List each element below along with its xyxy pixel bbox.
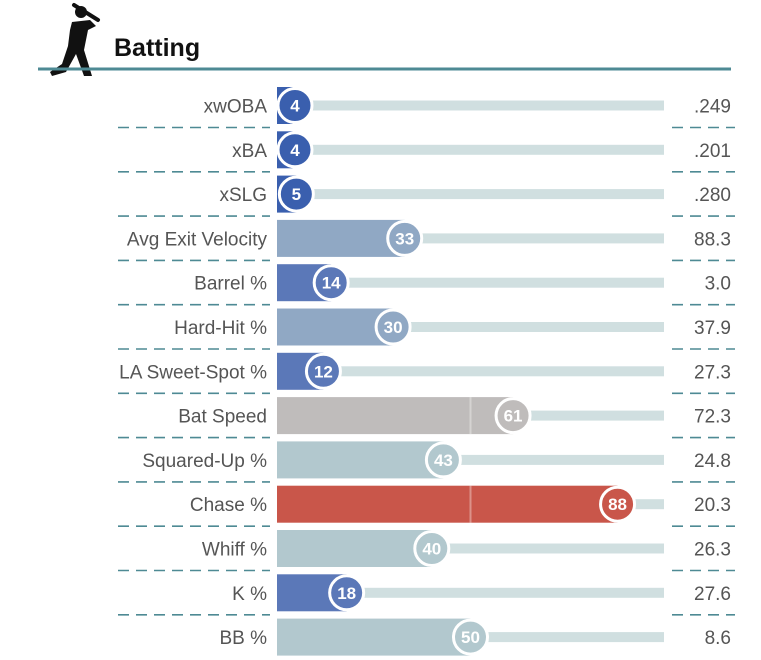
percentile-label: 40 [422, 540, 441, 559]
metric-row: 43 Squared-Up % 24.8 [118, 441, 735, 483]
metric-value: 72.3 [694, 407, 731, 428]
metric-row: 4 xBA .201 [118, 131, 735, 173]
metric-row: 40 Whiff % 26.3 [118, 530, 735, 572]
midline-marker [469, 397, 472, 435]
percentile-marker [328, 574, 366, 612]
percentile-marker [304, 352, 342, 390]
percentile-bar [277, 618, 471, 656]
track-bar [277, 587, 664, 598]
percentile-bar [277, 530, 432, 567]
percentile-marker [277, 175, 315, 213]
metric-label: xwOBA [204, 97, 268, 118]
metric-value: 8.6 [705, 628, 731, 649]
percentile-marker [424, 441, 462, 479]
metric-label: Chase % [190, 495, 267, 516]
percentile-marker [276, 87, 314, 124]
percentile-label: 4 [290, 141, 300, 160]
metric-value: .201 [694, 141, 731, 162]
percentile-marker [386, 219, 424, 257]
metric-value: .249 [694, 97, 731, 118]
metric-row: 61 Bat Speed 72.3 [118, 397, 735, 439]
metric-value: 26.3 [694, 540, 731, 561]
metric-value: 20.3 [694, 495, 731, 516]
metric-label: Bat Speed [178, 407, 267, 428]
track-bar [277, 543, 664, 554]
metric-label: Barrel % [194, 274, 267, 295]
percentile-bar [277, 441, 444, 479]
metric-row: 88 Chase % 20.3 [118, 485, 735, 528]
metric-row: 12 LA Sweet-Spot % 27.3 [118, 352, 735, 395]
metric-value: 24.8 [694, 451, 731, 472]
metric-value: 27.3 [694, 362, 731, 383]
metric-label: Squared-Up % [142, 451, 267, 472]
metric-value: 27.6 [694, 584, 731, 605]
percentile-marker [452, 618, 489, 656]
percentile-marker [312, 264, 350, 302]
percentile-bar [277, 308, 394, 346]
metric-value: .280 [694, 185, 731, 206]
metric-label: Hard-Hit % [174, 318, 267, 339]
metric-row: 33 Avg Exit Velocity 88.3 [118, 219, 735, 262]
metric-label: Avg Exit Velocity [127, 229, 268, 250]
metric-value: 37.9 [694, 318, 731, 339]
track-bar [277, 100, 664, 111]
percentile-label: 5 [292, 185, 301, 204]
chart-title: Batting [114, 34, 200, 62]
percentile-label: 18 [337, 584, 356, 603]
percentile-marker [599, 485, 637, 523]
metric-value: 3.0 [705, 274, 731, 295]
metric-rows: 4 xwOBA .249 4 xBA .201 5 xSLG .280 33 Avg Exit Ve… [118, 87, 735, 656]
track-bar [277, 322, 664, 332]
percentile-marker [494, 397, 532, 435]
percentile-bar [277, 397, 514, 435]
metric-label: xSLG [219, 185, 267, 206]
track-bar [277, 233, 664, 244]
percentile-marker [276, 131, 314, 169]
metric-label: BB % [219, 628, 267, 649]
percentile-marker [413, 530, 451, 567]
chart-header: Batting [38, 3, 731, 76]
metric-row: 50 BB % 8.6 [219, 618, 731, 656]
track-bar [277, 366, 664, 377]
track-bar [277, 277, 664, 288]
baseball-batter-icon [50, 3, 100, 76]
metric-row: 4 xwOBA .249 [118, 87, 735, 129]
percentile-label: 61 [504, 407, 523, 426]
metric-label: LA Sweet-Spot % [119, 362, 267, 383]
percentile-bar [277, 219, 405, 257]
percentile-bar [277, 485, 618, 523]
metric-row: 18 K % 27.6 [118, 574, 735, 616]
metric-row: 5 xSLG .280 [118, 175, 735, 217]
track-bar [277, 454, 664, 465]
percentile-label: 33 [395, 229, 414, 248]
percentile-label: 30 [384, 318, 403, 337]
percentile-label: 14 [322, 274, 341, 293]
metric-label: K % [232, 584, 267, 605]
percentile-label: 43 [434, 451, 453, 470]
percentile-marker [374, 308, 412, 346]
percentile-label: 12 [314, 362, 333, 381]
metric-label: Whiff % [202, 540, 267, 561]
track-bar [277, 189, 664, 200]
metric-value: 88.3 [694, 229, 731, 250]
metric-row: 14 Barrel % 3.0 [118, 264, 735, 306]
metric-row: 30 Hard-Hit % 37.9 [118, 308, 735, 350]
track-bar [277, 144, 664, 155]
percentile-label: 4 [290, 97, 300, 116]
metric-label: xBA [232, 141, 267, 162]
percentile-label: 88 [608, 495, 627, 514]
midline-marker [469, 485, 472, 523]
percentile-label: 50 [461, 628, 480, 647]
